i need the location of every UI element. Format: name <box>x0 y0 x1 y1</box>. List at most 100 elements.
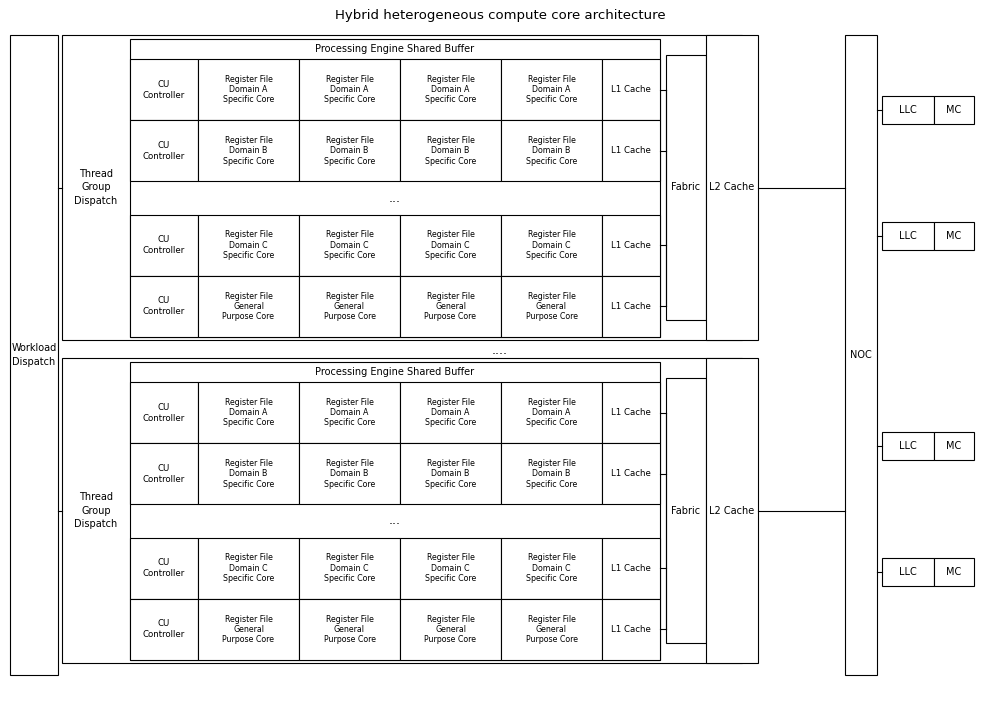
Bar <box>62 35 742 340</box>
Bar <box>602 443 660 504</box>
Text: Register File
Domain B
Specific Core: Register File Domain B Specific Core <box>425 136 476 166</box>
Text: Register File
Domain C
Specific Core: Register File Domain C Specific Core <box>324 230 375 260</box>
Text: Register File
Domain C
Specific Core: Register File Domain C Specific Core <box>526 230 577 260</box>
Bar <box>882 558 934 586</box>
Bar <box>299 120 400 181</box>
Bar <box>934 432 974 460</box>
Bar <box>299 382 400 443</box>
Text: L1 Cache: L1 Cache <box>611 564 651 573</box>
Bar <box>666 55 706 320</box>
Bar <box>130 39 660 337</box>
Text: LLC: LLC <box>899 231 917 241</box>
Bar <box>602 59 660 120</box>
Text: ....: .... <box>492 343 508 356</box>
Text: LLC: LLC <box>899 105 917 115</box>
Bar <box>130 362 660 660</box>
Text: Processing Engine Shared Buffer: Processing Engine Shared Buffer <box>315 44 475 54</box>
Text: Register File
Domain B
Specific Core: Register File Domain B Specific Core <box>324 136 375 166</box>
Bar <box>400 443 501 504</box>
Bar <box>602 120 660 181</box>
Text: Register File
Domain C
Specific Core: Register File Domain C Specific Core <box>526 554 577 583</box>
Text: Register File
Domain A
Specific Core: Register File Domain A Specific Core <box>324 398 375 427</box>
Text: CU
Controller: CU Controller <box>143 296 185 316</box>
Bar <box>934 558 974 586</box>
Bar <box>602 599 660 660</box>
Text: Thread
Group
Dispatch: Thread Group Dispatch <box>74 493 118 528</box>
Text: Fabric: Fabric <box>671 183 701 192</box>
Bar <box>130 382 198 443</box>
Text: Fabric: Fabric <box>671 505 701 516</box>
Text: Register File
Domain C
Specific Core: Register File Domain C Specific Core <box>324 554 375 583</box>
Text: Register File
Domain A
Specific Core: Register File Domain A Specific Core <box>526 398 577 427</box>
Text: LLC: LLC <box>899 441 917 451</box>
Text: CU
Controller: CU Controller <box>143 619 185 640</box>
Text: Register File
General
Purpose Core: Register File General Purpose Core <box>324 292 376 321</box>
Bar <box>501 443 602 504</box>
Bar <box>400 120 501 181</box>
Text: L1 Cache: L1 Cache <box>611 408 651 417</box>
Bar <box>501 120 602 181</box>
Text: CU
Controller: CU Controller <box>143 464 185 484</box>
Bar <box>198 599 299 660</box>
Text: MC: MC <box>946 441 962 451</box>
Text: Register File
Domain C
Specific Core: Register File Domain C Specific Core <box>223 230 274 260</box>
Text: Hybrid heterogeneous compute core architecture: Hybrid heterogeneous compute core archit… <box>335 9 665 22</box>
Bar <box>501 214 602 276</box>
Text: CU
Controller: CU Controller <box>143 80 185 100</box>
Bar <box>198 120 299 181</box>
Bar <box>10 35 58 675</box>
Bar <box>198 276 299 337</box>
Bar <box>400 59 501 120</box>
Bar <box>299 443 400 504</box>
Bar <box>706 35 758 340</box>
Bar <box>299 59 400 120</box>
Text: ...: ... <box>389 515 401 528</box>
Text: L1 Cache: L1 Cache <box>611 625 651 634</box>
Text: Register File
Domain C
Specific Core: Register File Domain C Specific Core <box>223 554 274 583</box>
Bar <box>130 538 198 599</box>
Bar <box>299 538 400 599</box>
Text: Thread
Group
Dispatch: Thread Group Dispatch <box>74 169 118 206</box>
Bar <box>198 59 299 120</box>
Text: Register File
Domain B
Specific Core: Register File Domain B Specific Core <box>526 136 577 166</box>
Bar <box>602 276 660 337</box>
Bar <box>501 59 602 120</box>
Text: Register File
Domain C
Specific Core: Register File Domain C Specific Core <box>425 230 476 260</box>
Text: Register File
Domain B
Specific Core: Register File Domain B Specific Core <box>324 459 375 489</box>
Bar <box>198 443 299 504</box>
Bar <box>130 59 198 120</box>
Text: Register File
Domain A
Specific Core: Register File Domain A Specific Core <box>223 398 274 427</box>
Text: CU
Controller: CU Controller <box>143 559 185 579</box>
Bar <box>400 276 501 337</box>
Text: Register File
Domain A
Specific Core: Register File Domain A Specific Core <box>425 398 476 427</box>
Text: L1 Cache: L1 Cache <box>611 469 651 478</box>
Bar <box>299 276 400 337</box>
Bar <box>602 538 660 599</box>
Bar <box>882 96 934 124</box>
Bar <box>62 358 742 663</box>
Text: L2 Cache: L2 Cache <box>709 183 755 192</box>
Bar <box>198 382 299 443</box>
Text: Register File
Domain B
Specific Core: Register File Domain B Specific Core <box>425 459 476 489</box>
Bar <box>934 222 974 250</box>
Text: Register File
Domain A
Specific Core: Register File Domain A Specific Core <box>526 75 577 105</box>
Text: L1 Cache: L1 Cache <box>611 302 651 311</box>
Text: Register File
Domain C
Specific Core: Register File Domain C Specific Core <box>425 554 476 583</box>
Text: MC: MC <box>946 231 962 241</box>
Bar <box>400 538 501 599</box>
Text: Register File
General
Purpose Core: Register File General Purpose Core <box>526 614 578 645</box>
Bar <box>130 276 198 337</box>
Bar <box>706 358 758 663</box>
Bar <box>501 382 602 443</box>
Text: CU
Controller: CU Controller <box>143 235 185 255</box>
Bar <box>198 214 299 276</box>
Text: Register File
General
Purpose Core: Register File General Purpose Core <box>324 614 376 645</box>
Text: Processing Engine Shared Buffer: Processing Engine Shared Buffer <box>315 367 475 377</box>
Text: Register File
Domain B
Specific Core: Register File Domain B Specific Core <box>223 136 274 166</box>
Text: L2 Cache: L2 Cache <box>709 505 755 516</box>
Bar <box>130 599 198 660</box>
Bar <box>130 120 198 181</box>
Text: Workload
Dispatch: Workload Dispatch <box>11 343 57 366</box>
Bar <box>130 443 198 504</box>
Bar <box>400 382 501 443</box>
